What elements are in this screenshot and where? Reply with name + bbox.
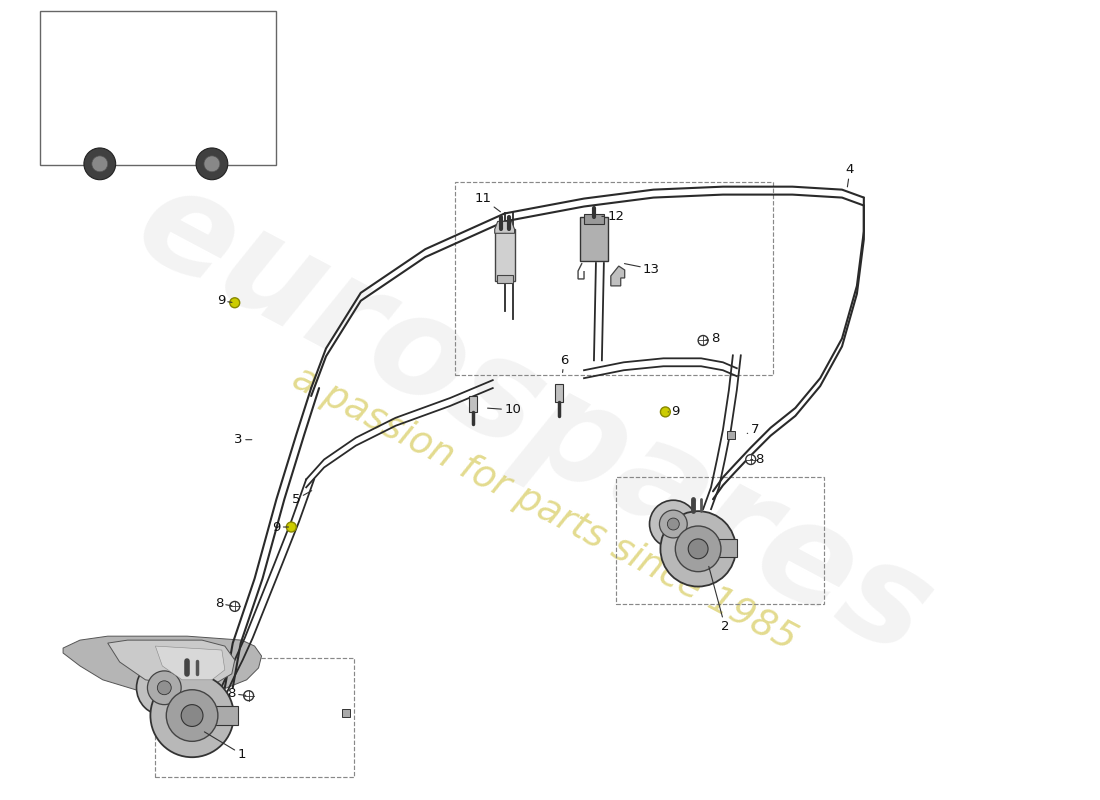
Circle shape [157, 681, 172, 694]
Text: 8: 8 [750, 453, 763, 466]
Bar [469, 396, 477, 412]
Text: 8: 8 [214, 597, 232, 610]
Circle shape [668, 518, 680, 530]
Text: a passion for parts since 1985: a passion for parts since 1985 [286, 360, 803, 658]
Text: 11: 11 [474, 192, 500, 212]
Circle shape [182, 705, 204, 726]
Text: 8: 8 [228, 687, 246, 700]
Bar [727, 430, 735, 438]
Text: 9: 9 [217, 294, 232, 307]
Text: 1: 1 [205, 732, 246, 761]
Circle shape [151, 674, 234, 758]
Text: 10: 10 [487, 403, 521, 417]
Circle shape [166, 690, 218, 742]
Circle shape [84, 148, 116, 180]
Text: 6: 6 [560, 354, 569, 373]
Circle shape [649, 500, 697, 548]
Text: 4: 4 [846, 163, 854, 187]
Bar [713, 539, 737, 557]
Bar [155, 658, 354, 777]
Polygon shape [63, 636, 262, 693]
Circle shape [196, 148, 228, 180]
Circle shape [204, 156, 220, 172]
Polygon shape [108, 640, 234, 686]
Circle shape [230, 602, 240, 611]
Bar [342, 709, 350, 717]
Circle shape [659, 510, 688, 538]
Circle shape [746, 454, 756, 465]
Text: 9: 9 [272, 521, 288, 534]
Text: 8: 8 [706, 332, 719, 345]
Circle shape [660, 511, 736, 586]
Text: 13: 13 [625, 262, 660, 275]
Circle shape [689, 539, 708, 558]
Text: 3: 3 [234, 433, 252, 446]
Polygon shape [155, 646, 224, 680]
Circle shape [147, 671, 182, 705]
Polygon shape [495, 222, 515, 234]
Bar [497, 275, 513, 283]
Circle shape [92, 156, 108, 172]
Circle shape [660, 407, 670, 417]
Text: 9: 9 [668, 406, 680, 418]
Circle shape [698, 335, 708, 346]
Text: eurospares: eurospares [116, 154, 954, 686]
Circle shape [675, 526, 720, 572]
Text: 12: 12 [602, 210, 625, 223]
Bar [556, 384, 563, 402]
Bar [495, 230, 515, 281]
Bar [41, 11, 276, 165]
Circle shape [136, 660, 192, 715]
Bar [616, 478, 824, 605]
Text: 2: 2 [708, 566, 729, 633]
Text: 7: 7 [747, 423, 759, 436]
Circle shape [230, 298, 240, 308]
Bar [584, 214, 604, 224]
Circle shape [244, 690, 254, 701]
Bar [210, 706, 238, 726]
Polygon shape [610, 266, 625, 286]
Text: 5: 5 [292, 490, 311, 506]
Bar [455, 182, 772, 375]
Circle shape [286, 522, 296, 532]
Bar [580, 218, 608, 261]
